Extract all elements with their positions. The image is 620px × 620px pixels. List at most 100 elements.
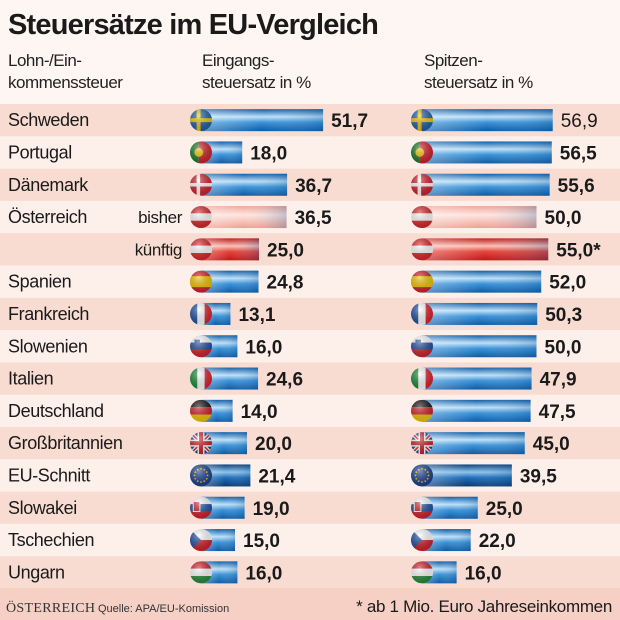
slovakia-flag-icon [190,496,212,519]
value-label: 22,0 [479,531,516,552]
row-background [0,491,620,525]
value-label: 47,9 [540,370,577,391]
value-label: 19,0 [253,499,290,520]
hungary-flag-icon [411,561,433,584]
value-label: 13,1 [238,305,275,326]
bar-highlight [422,496,478,519]
source-text: Quelle: APA/EU-Komission [98,603,229,615]
value-label: 16,0 [245,563,282,584]
row-background [0,459,620,493]
slovenia-flag-icon [411,335,433,358]
italy-flag-icon [190,367,212,390]
value-label: 52,0 [549,273,586,294]
category-label: Frankreich [8,304,89,324]
bar-highlight [201,238,259,261]
sweden-flag-icon [190,109,212,132]
header-background [0,0,620,104]
bar-highlight [422,302,538,325]
eu-flag-icon [190,464,212,487]
eu-flag-icon [411,464,433,487]
value-label: 15,0 [243,531,280,552]
value-label: 45,0 [533,434,570,455]
bar-highlight [422,141,552,164]
value-label: 55,6 [558,176,595,197]
value-label: 14,0 [241,402,278,423]
bar-highlight [201,270,259,293]
category-label: Ungarn [8,562,65,582]
denmark-flag-icon [190,173,212,196]
spain-flag-icon [190,270,212,293]
germany-flag-icon [190,399,212,422]
category-label: Italien [8,369,53,389]
footer-background [0,588,620,620]
category-sublabel: künftig [135,240,182,259]
chart-title: Steuersätze im EU-Vergleich [8,9,378,41]
bar-highlight [201,173,288,196]
france-flag-icon [190,302,212,325]
series2-header-line2: steuersatz in % [424,73,533,92]
category-label: Slowenien [8,336,87,356]
uk-flag-icon [190,432,212,455]
bar-highlight [422,367,532,390]
value-label: 51,7 [331,111,368,132]
bar-highlight [422,529,471,552]
value-label: 20,0 [255,434,292,455]
bar-highlight [201,141,243,164]
series1-header-line1: Eingangs- [202,51,274,70]
row-background [0,556,620,589]
bar-highlight [422,238,549,261]
czech-flag-icon [411,529,433,552]
austria-flag-icon [190,238,212,261]
france-flag-icon [411,302,433,325]
austria-flag-icon [411,206,433,229]
portugal-flag-icon [411,141,433,164]
bar-highlight [422,335,537,358]
austria-flag-icon [190,206,212,229]
value-label: 18,0 [250,143,287,164]
brand-logo: ÖSTERREICH [6,599,95,616]
value-label: 24,8 [267,273,304,294]
uk-flag-icon [411,432,433,455]
footnote: * ab 1 Mio. Euro Jahreseinkommen [356,597,612,616]
category-label: Spanien [8,272,71,292]
series2-header-line1: Spitzen- [424,51,482,70]
value-label: 56,5 [560,143,597,164]
value-label: 39,5 [520,466,557,487]
slovenia-flag-icon [190,335,212,358]
slovakia-flag-icon [411,496,433,519]
value-label: 36,5 [295,208,332,229]
value-label: 47,5 [539,402,576,423]
bar-highlight [201,432,247,455]
category-label: Schweden [8,110,89,130]
value-label: 25,0 [267,240,304,261]
bar-highlight [201,496,245,519]
spain-flag-icon [411,270,433,293]
bar-highlight [422,173,550,196]
category-label: Tschechien [8,530,94,550]
value-label: 21,4 [258,466,295,487]
category-sublabel: bisher [138,208,183,227]
category-label: EU-Schnitt [8,465,90,485]
value-label: 56,9 [561,111,598,132]
category-label: Portugal [8,142,72,162]
value-label: 16,0 [245,337,282,358]
bar-highlight [201,109,324,132]
value-label: 50,0 [545,208,582,229]
category-label: Slowakei [8,498,77,518]
italy-flag-icon [411,367,433,390]
category-label: Dänemark [8,175,89,195]
bar-highlight [422,399,531,422]
sweden-flag-icon [411,109,433,132]
bar-highlight [201,464,251,487]
value-label: 50,0 [545,337,582,358]
bar-highlight [422,206,537,229]
bar-highlight [422,270,542,293]
bar-highlight [422,109,553,132]
value-label: 16,0 [465,563,502,584]
bar-highlight [201,206,287,229]
value-label: 55,0* [556,240,601,261]
bar-highlight [422,432,525,455]
value-label: 24,6 [266,370,303,391]
